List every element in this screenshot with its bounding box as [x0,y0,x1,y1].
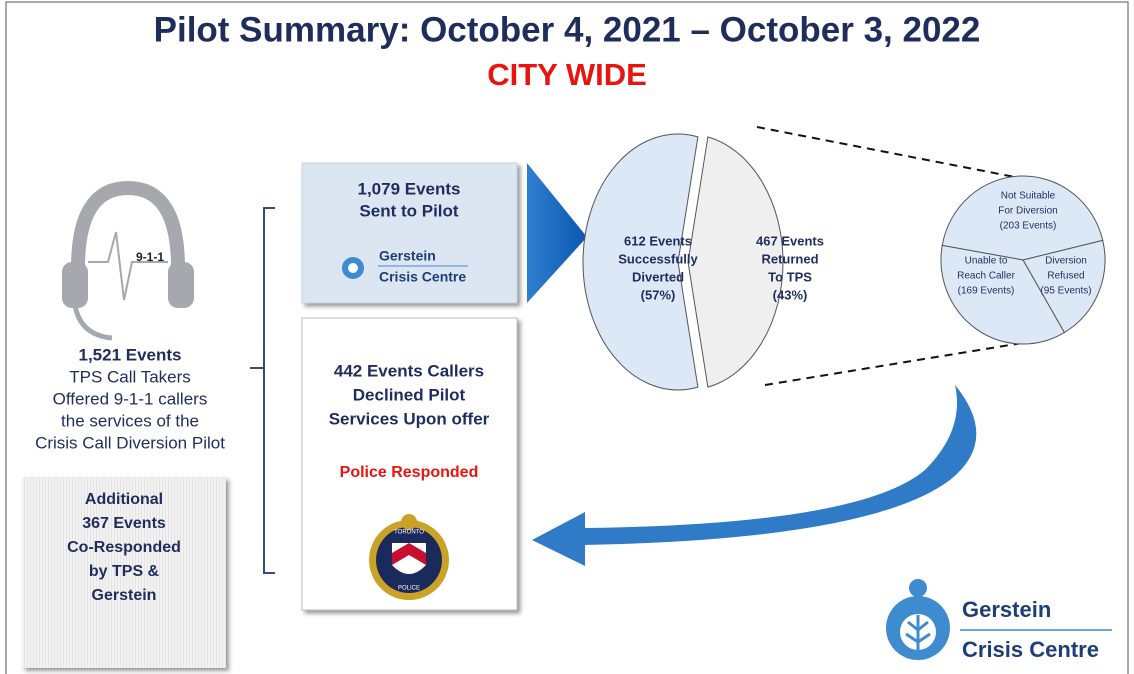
headset-icon [62,180,194,341]
text-line: (57%) [641,287,676,302]
text-line: Diverted [632,269,684,284]
co-responded-box [22,477,226,668]
title: Pilot Summary: October 4, 2021 – October… [154,10,981,49]
text-line: 1,521 Events [78,345,181,364]
police-badge [369,514,449,600]
text-line: Reach Caller [957,271,1015,282]
badge-text: TORONTO [394,530,424,536]
frame [5,1,1129,674]
text-line: (43%) [773,287,808,302]
text-line: 612 Events [624,233,692,248]
bracket [250,207,275,574]
arrow-triangle [527,163,587,303]
footer-logo [886,579,1112,660]
declined-note: Police Responded [340,464,479,481]
text-line: (169 Events) [958,286,1015,297]
pies: 612 Events Successfully Diverted (57%) 467 E… [582,133,1106,391]
declined-text: 442 Events Callers Declined Pilot Services… [329,361,490,428]
pie-slice [940,244,1066,345]
text-line: Gerstein [92,587,157,604]
text-line: TPS Call Takers [69,367,191,386]
logo-text: Gerstein [962,597,1051,622]
text-line: Not Suitable [1001,191,1056,202]
text-line: To TPS [768,269,812,284]
text-line: 467 Events [756,233,824,248]
sent-text: 1,079 Events Sent to Pilot [357,179,460,220]
pie-slice [687,136,784,388]
sent-box [301,162,518,304]
logo-text: Gerstein [379,248,436,264]
text-line: 367 Events [82,515,166,532]
zoom-lines [756,126,1023,386]
subtitle: CITY WIDE [487,57,647,92]
arrow-head [532,512,585,566]
text-line: the services of the [61,411,199,430]
text-line: For Diversion [998,206,1057,217]
text-line: Refused [1047,271,1084,282]
text-line: 1,079 Events [357,179,460,198]
text-line: Sent to Pilot [359,201,459,220]
offered-text: 1,521 Events TPS Call Takers Offered 9-1-1… [35,345,225,452]
text-line: Services Upon offer [329,409,490,428]
badge-text: POLICE [398,586,420,592]
logo-text: Crisis Centre [962,637,1099,662]
pie-slice [582,133,699,391]
text-line: (203 Events) [1000,221,1057,232]
text-line: Diversion [1045,256,1087,267]
text-line: Offered 9-1-1 callers [53,389,208,408]
text-line: Unable to [965,256,1008,267]
text-line: Additional [85,491,163,508]
pie-slice [1022,239,1106,334]
curved-arrow [580,385,977,545]
text-line: Returned [761,251,818,266]
co-responded-text: Additional 367 Events Co-Responded by TPS &… [67,491,181,604]
text-line: (95 Events) [1040,286,1091,297]
logo-text: Crisis Centre [379,269,466,285]
text-line: Crisis Call Diversion Pilot [35,433,225,452]
text-line: 442 Events Callers [334,361,484,380]
text-line: by TPS & [89,563,160,580]
text-line: Declined Pilot [353,385,466,404]
text-line: Co-Responded [67,539,181,556]
headset-label: 9-1-1 [136,250,164,264]
pie-slice [941,175,1104,261]
sent-logo [342,257,468,279]
text-line: Successfully [618,251,698,266]
